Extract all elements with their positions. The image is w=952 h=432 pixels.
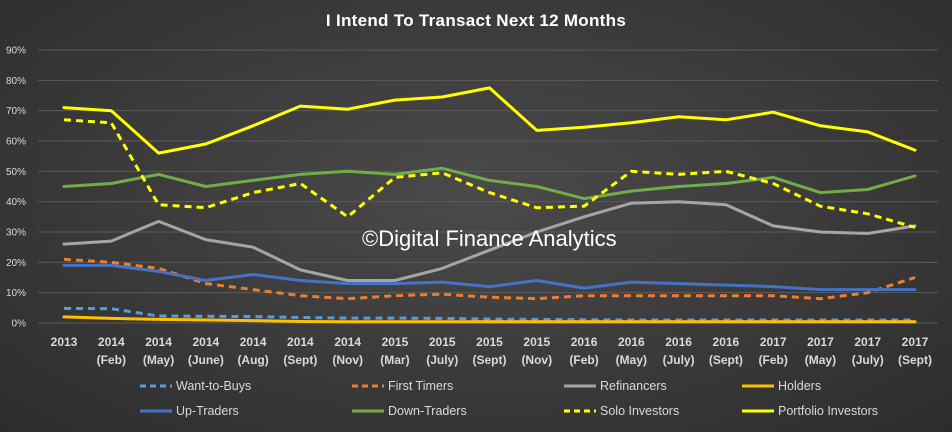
- legend-label-portfolio-investors: Portfolio Investors: [778, 404, 878, 418]
- x-tick-label: 2015 (July): [426, 335, 458, 367]
- x-tick-label: 2014 (June): [188, 335, 224, 367]
- legend-label-want-to-buys: Want-to-Buys: [176, 379, 251, 393]
- series-line-refinancers: [62, 200, 917, 282]
- x-tick-label: 2017 (Sept): [898, 335, 932, 367]
- legend-label-holders: Holders: [778, 379, 821, 393]
- x-tick-label: 2016 (May): [616, 335, 647, 367]
- x-tick-label: 2013: [51, 335, 78, 349]
- y-tick-label: 30%: [6, 228, 26, 239]
- chart-title: I Intend To Transact Next 12 Months: [326, 11, 626, 30]
- x-tick-label: 2017 (Feb): [759, 335, 788, 367]
- x-tick-label: 2014 (Feb): [97, 335, 126, 367]
- x-tick-label: 2015 (Mar): [380, 335, 409, 367]
- legend: Want-to-Buys First Timers Refinancers Holde…: [140, 379, 878, 418]
- legend-label-refinancers: Refinancers: [600, 379, 667, 393]
- series-line-down-traders: [62, 166, 917, 201]
- legend-label-down-traders: Down-Traders: [388, 404, 467, 418]
- x-tick-label: 2015 (Nov): [521, 335, 552, 367]
- series-line-want-to-buys: [63, 306, 915, 322]
- legend-label-first-timers: First Timers: [388, 379, 453, 393]
- series-line-solo-investors: [63, 118, 916, 229]
- watermark: ©Digital Finance Analytics: [362, 226, 617, 251]
- y-tick-label: 90%: [6, 46, 26, 57]
- y-tick-label: 80%: [6, 76, 26, 87]
- y-tick-label: 60%: [6, 137, 26, 148]
- y-tick-label: 50%: [6, 167, 26, 178]
- series-line-portfolio-investors: [62, 86, 917, 155]
- x-tick-label: 2016 (Sept): [709, 335, 743, 367]
- x-tick-label: 2016 (July): [663, 335, 695, 367]
- legend-label-solo-investors: Solo Investors: [600, 404, 679, 418]
- x-tick-label: 2016 (Feb): [569, 335, 598, 367]
- x-tick-label: 2017 (July): [852, 335, 884, 367]
- y-axis: 0% 10% 20% 30% 40% 50% 60% 70% 80% 90%: [6, 46, 26, 330]
- y-tick-label: 40%: [6, 197, 26, 208]
- x-tick-label: 2014 (May): [143, 335, 174, 367]
- series-line-up-traders: [62, 263, 917, 292]
- legend-label-up-traders: Up-Traders: [176, 404, 239, 418]
- y-tick-label: 20%: [6, 258, 26, 269]
- x-axis: 2013 2014 (Feb) 2014 (May) 2014 (June) 2014 (Aug…: [51, 335, 932, 367]
- series-line-first-timers: [63, 257, 916, 301]
- series-lines: [62, 86, 917, 324]
- x-tick-label: 2014 (Aug): [237, 335, 268, 367]
- x-tick-label: 2014 (Nov): [332, 335, 363, 367]
- y-tick-label: 0%: [12, 319, 27, 330]
- y-tick-label: 70%: [6, 106, 26, 117]
- y-tick-label: 10%: [6, 288, 26, 299]
- x-tick-label: 2017 (May): [805, 335, 836, 367]
- x-tick-label: 2014 (Sept): [283, 335, 317, 367]
- series-line-holders: [62, 315, 917, 324]
- x-tick-label: 2015 (Sept): [473, 335, 507, 367]
